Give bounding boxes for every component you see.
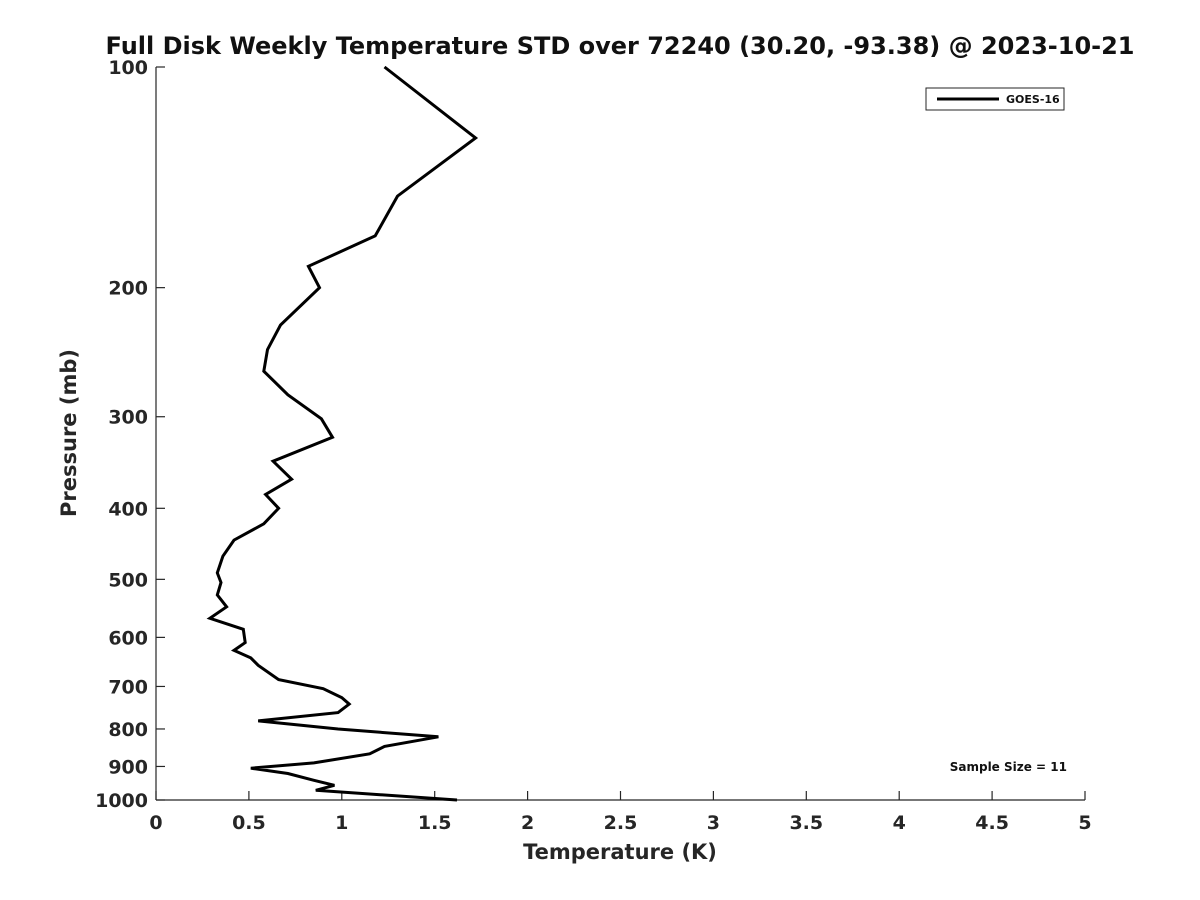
x-tick-label: 1.5: [418, 812, 452, 834]
plot-area: 0 0.5 1 1.5 2 2.5 3 3.5 4 4.5 5 100 200 300 400 500 600…: [95, 57, 1092, 834]
sample-size-annotation: Sample Size = 11: [950, 760, 1067, 774]
y-tick-label: 800: [108, 719, 148, 741]
x-tick-label: 3: [707, 812, 720, 834]
legend-label-goes-16: GOES-16: [1006, 93, 1060, 106]
y-axis-label: Pressure (mb): [57, 349, 81, 517]
y-tick-label: 300: [108, 407, 148, 429]
legend: GOES-16: [925, 87, 1065, 111]
y-tick-label: 500: [108, 569, 148, 591]
series-line-goes-16: [206, 65, 479, 802]
x-tick-label: 4.5: [975, 812, 1009, 834]
x-tick-label: 4: [893, 812, 906, 834]
x-tick-label: 0: [149, 812, 162, 834]
y-tick-label: 200: [108, 278, 148, 300]
y-tick-label: 100: [108, 57, 148, 79]
y-tick-label: 600: [108, 627, 148, 649]
y-tick-label: 900: [108, 756, 148, 778]
x-axis-label: Temperature (K): [523, 840, 717, 864]
x-tick-label: 1: [335, 812, 348, 834]
y-tick-label: 400: [108, 498, 148, 520]
y-tick-label: 700: [108, 676, 148, 698]
x-tick-label: 0.5: [232, 812, 266, 834]
y-ticks: 100 200 300 400 500 600 700 800 900 1000: [95, 57, 165, 812]
x-tick-label: 5: [1078, 812, 1091, 834]
y-tick-label: 1000: [95, 790, 148, 812]
chart-title: Full Disk Weekly Temperature STD over 72…: [106, 32, 1135, 60]
x-ticks: 0 0.5 1 1.5 2 2.5 3 3.5 4 4.5 5: [149, 791, 1092, 834]
x-tick-label: 2: [521, 812, 534, 834]
x-tick-label: 3.5: [789, 812, 823, 834]
x-tick-label: 2.5: [604, 812, 638, 834]
